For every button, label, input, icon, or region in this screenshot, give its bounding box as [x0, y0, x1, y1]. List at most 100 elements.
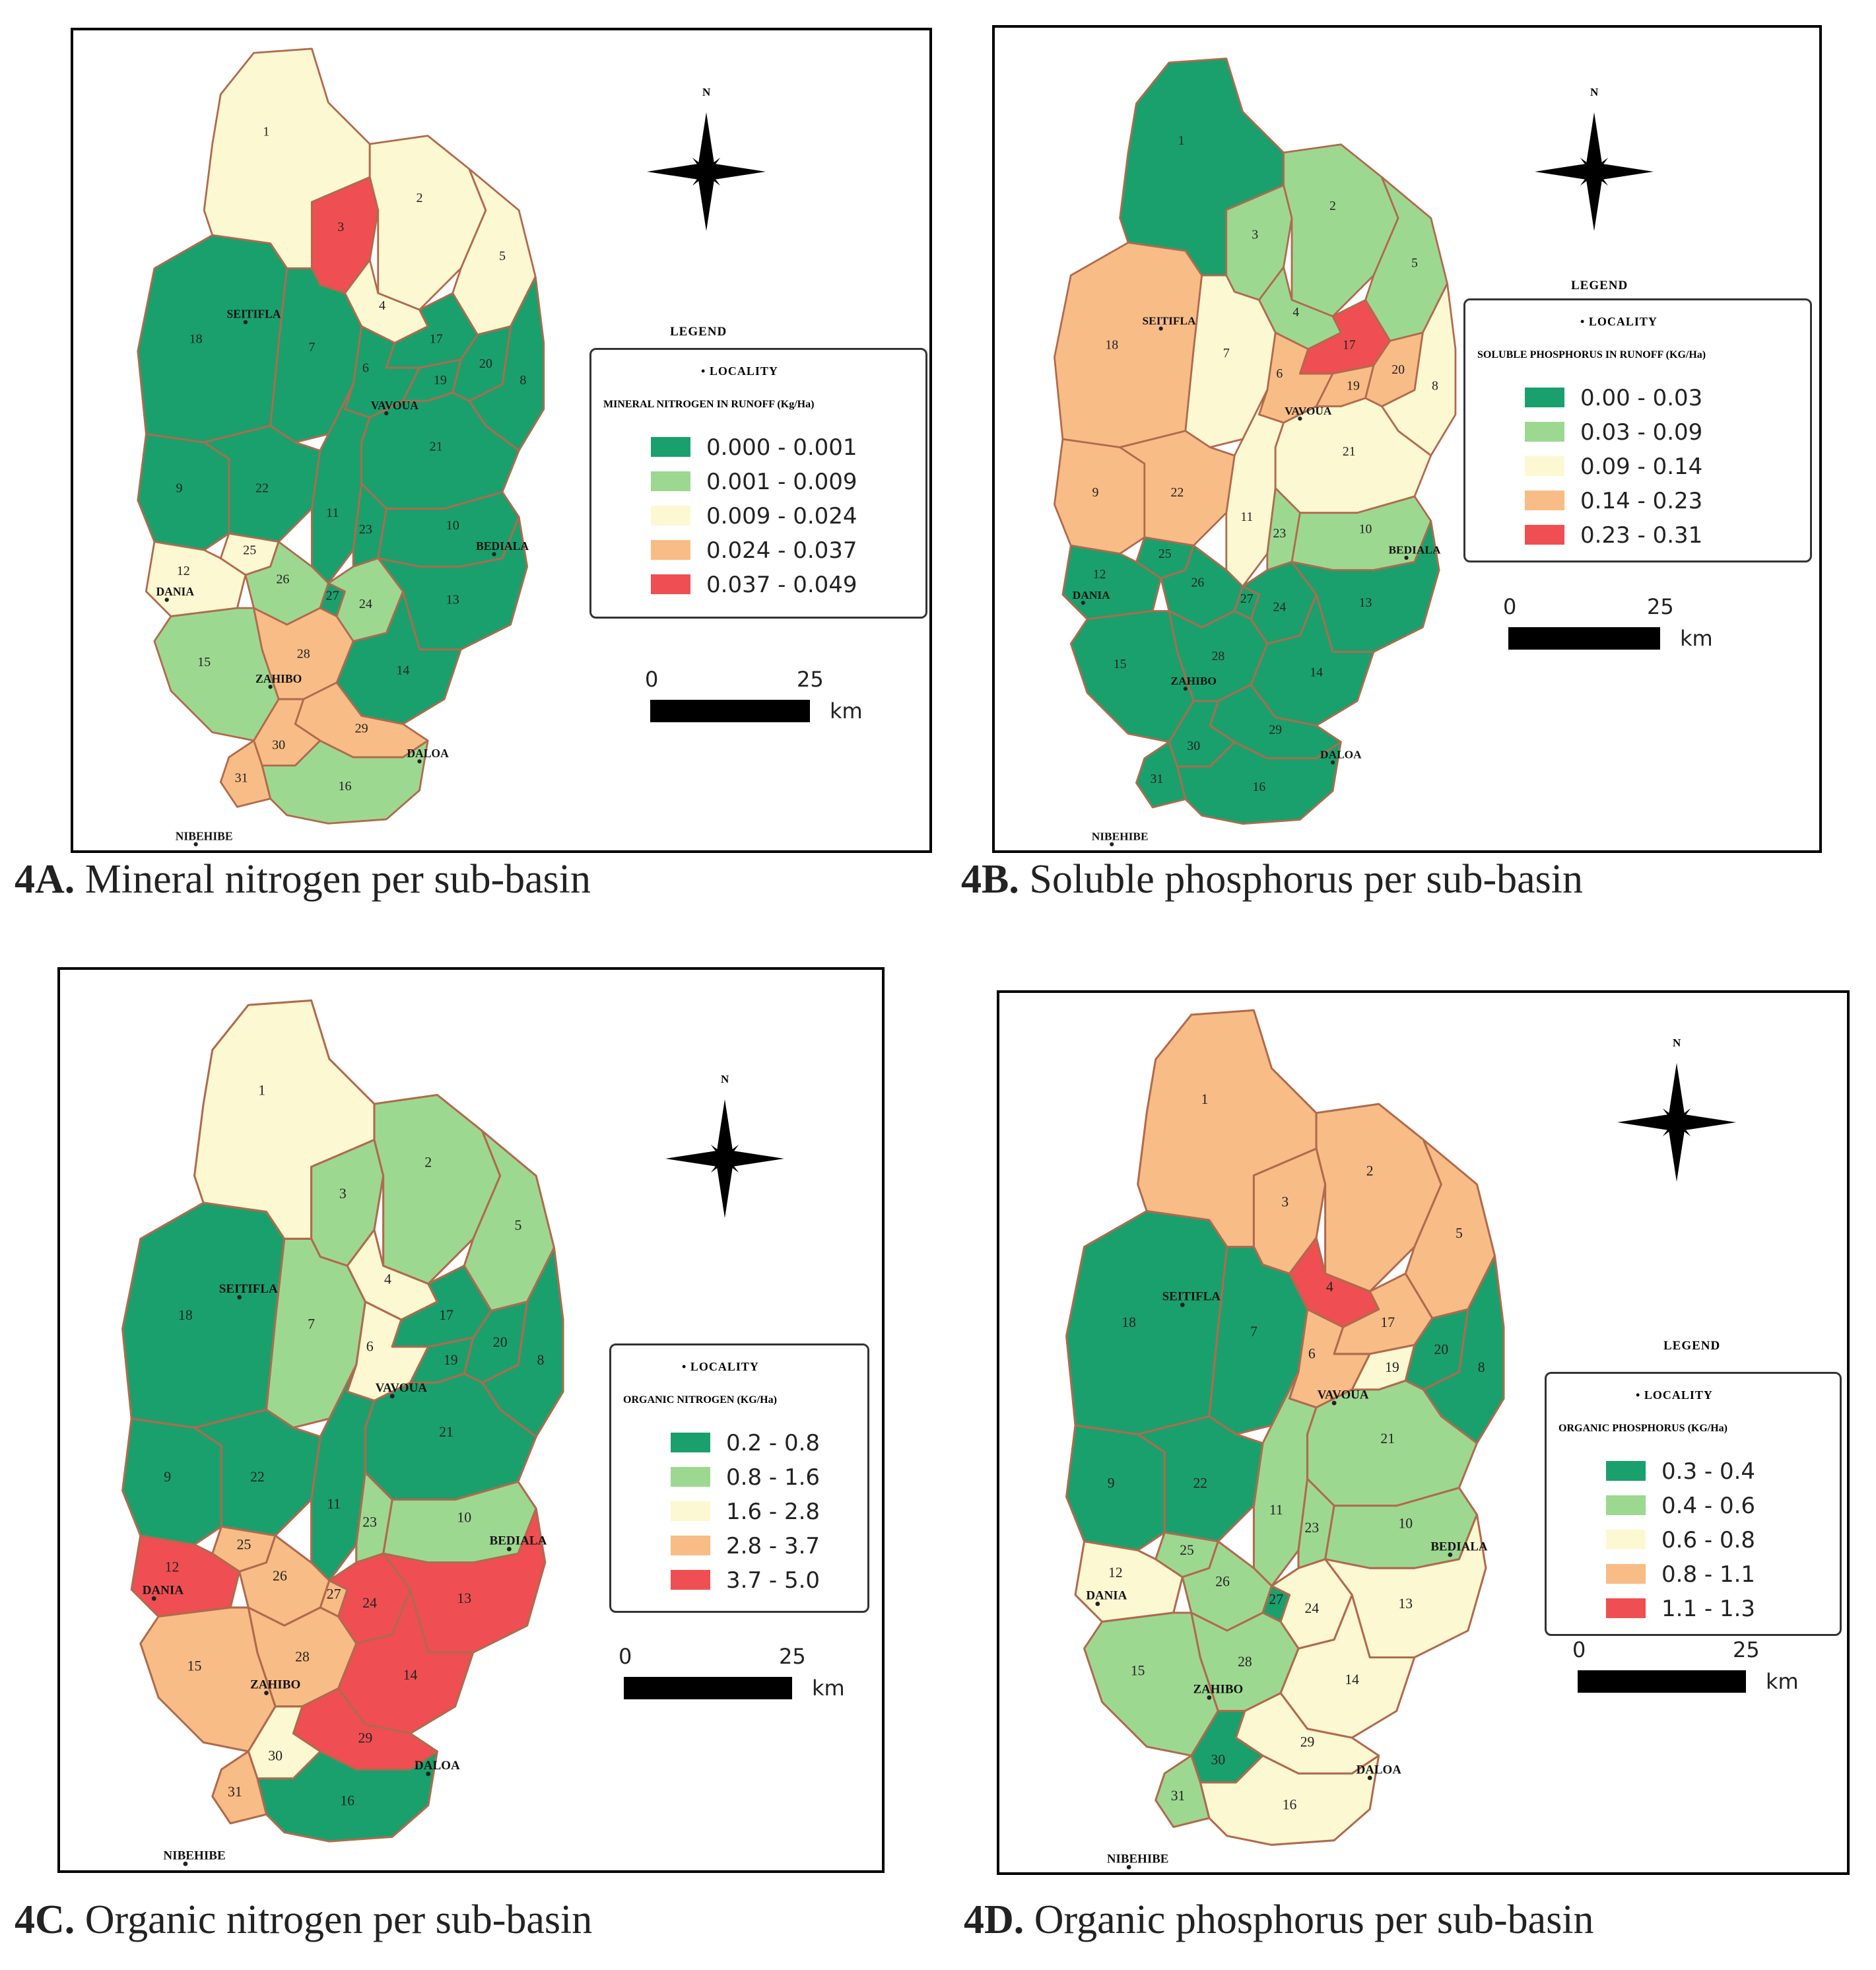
- subbasin-31: [1135, 741, 1187, 809]
- legend-locality: • LOCALITY: [682, 1360, 759, 1374]
- legend-swatch: [1525, 388, 1564, 407]
- caption-text: Soluble phosphorus per sub-basin: [1019, 857, 1584, 902]
- subbasin-label: 2: [1366, 1163, 1374, 1178]
- figure-caption: 4B. Soluble phosphorus per sub-basin: [961, 856, 1583, 903]
- subbasin-label: 25: [1180, 1542, 1194, 1558]
- locality-label: NIBEHIBE: [163, 1849, 225, 1862]
- scale-bar: [1578, 1670, 1746, 1693]
- north-letter: N: [1673, 1036, 1681, 1049]
- subbasin-28: [253, 607, 354, 700]
- scale-bar: [1508, 627, 1660, 650]
- subbasin-label: 19: [1347, 379, 1360, 393]
- locality-label: BEDIALA: [1388, 544, 1441, 557]
- legend-class-label: 0.8 - 1.1: [1661, 1561, 1756, 1588]
- subbasin-label: 10: [446, 518, 459, 533]
- subbasin-label: 12: [165, 1559, 180, 1575]
- subbasin-18: [121, 1202, 286, 1429]
- subbasin-label: 30: [1187, 739, 1200, 753]
- locality-label: DALOA: [415, 1759, 460, 1773]
- caption-text: Organic phosphorus per sub-basin: [1024, 1897, 1594, 1942]
- locality-dot: [1081, 600, 1085, 605]
- legend-locality: • LOCALITY: [701, 364, 778, 378]
- subbasin-label: 14: [1345, 1672, 1359, 1687]
- subbasin-28: [1168, 610, 1269, 702]
- locality-label: ZAHIBO: [255, 672, 302, 685]
- legend-variable-title: MINERAL NITROGEN IN RUNOFF (Kg/Ha): [603, 399, 815, 410]
- subbasin-label: 15: [1114, 657, 1127, 671]
- legend-class-label: 2.8 - 3.7: [726, 1533, 821, 1559]
- subbasin-label: 1: [258, 1082, 265, 1098]
- north-letter: N: [702, 86, 711, 98]
- legend-swatch: [1606, 1530, 1646, 1549]
- locality-label: BEDIALA: [490, 1534, 547, 1548]
- subbasin-label: 30: [1211, 1752, 1226, 1768]
- subbasin-label: 20: [493, 1334, 508, 1350]
- legend-swatch: [651, 506, 690, 526]
- subbasin-label: 8: [537, 1352, 545, 1368]
- locality-dot: [1404, 555, 1409, 560]
- legend-variable-title: ORGANIC PHOSPHORUS (KG/Ha): [1558, 1423, 1728, 1434]
- subbasin-label: 27: [326, 588, 339, 603]
- figure-caption: 4C. Organic nitrogen per sub-basin: [15, 1897, 592, 1944]
- locality-dot: [237, 1295, 242, 1300]
- subbasin-12: [1074, 1540, 1184, 1623]
- north-arrow-icon: [665, 1099, 784, 1218]
- locality-dot: [1158, 326, 1163, 331]
- subbasin-label: 16: [1283, 1796, 1297, 1812]
- subbasin-31: [211, 1750, 268, 1825]
- subbasin-label: 3: [337, 220, 344, 234]
- locality-label: NIBEHIBE: [1107, 1852, 1169, 1866]
- subbasin-label: 7: [1223, 346, 1230, 360]
- subbasin-label: 21: [439, 1424, 453, 1440]
- subbasin-label: 6: [1276, 366, 1283, 381]
- legend-swatch: [671, 1536, 710, 1555]
- subbasin-label: 31: [1151, 772, 1164, 786]
- subbasin-label: 22: [255, 481, 269, 495]
- legend-heading: LEGEND: [1571, 279, 1628, 292]
- locality-dot: [492, 552, 496, 557]
- caption-id: 4A.: [15, 857, 75, 902]
- scale-end-label: 25: [1733, 1637, 1760, 1662]
- watershed-map: 1234567891011121314151617181920212223242…: [1065, 1009, 1505, 1870]
- legend-class-label: 1.1 - 1.3: [1661, 1596, 1756, 1622]
- subbasin-label: 31: [235, 771, 248, 786]
- subbasin-label: 6: [362, 360, 369, 375]
- locality-dot: [1331, 1400, 1337, 1406]
- subbasin-12: [145, 541, 247, 617]
- subbasin-22: [1119, 430, 1236, 547]
- legend-swatch: [1606, 1598, 1646, 1618]
- locality-label: VAVOUA: [371, 399, 419, 412]
- legend-class-label: 0.23 - 0.31: [1580, 522, 1703, 549]
- subbasin-label: 16: [1252, 780, 1265, 794]
- subbasin-label: 7: [308, 1316, 315, 1332]
- subbasin-30: [1190, 1710, 1264, 1784]
- locality-label: ZAHIBO: [1171, 675, 1217, 687]
- subbasin-label: 26: [276, 572, 289, 586]
- locality-label: VAVOUA: [1318, 1388, 1369, 1402]
- subbasin-label: 6: [366, 1339, 374, 1355]
- subbasin-30: [253, 698, 321, 766]
- legend-swatch: [671, 1467, 710, 1487]
- legend-class-label: 0.00 - 0.03: [1580, 385, 1703, 411]
- subbasin-label: 13: [1359, 595, 1372, 610]
- subbasin-label: 26: [1215, 1573, 1230, 1589]
- locality-dot: [183, 1861, 188, 1866]
- locality-dot: [426, 1771, 431, 1777]
- north-arrow-icon: [1617, 1063, 1736, 1182]
- locality-label: ZAHIBO: [250, 1678, 300, 1692]
- subbasin-label: 30: [268, 1748, 283, 1764]
- subbasin-label: 5: [1411, 256, 1418, 271]
- subbasin-31: [219, 739, 272, 808]
- scale-start-label: 0: [645, 667, 659, 692]
- subbasin-label: 10: [457, 1510, 471, 1526]
- subbasin-label: 25: [1158, 547, 1172, 561]
- subbasin-label: 11: [1269, 1502, 1283, 1518]
- subbasin-30: [247, 1705, 321, 1780]
- subbasin-label: 4: [379, 298, 385, 313]
- subbasin-label: 26: [1191, 575, 1204, 590]
- subbasin-label: 11: [327, 1496, 341, 1512]
- legend-swatch: [1525, 491, 1564, 510]
- caption-id: 4C.: [15, 1897, 75, 1942]
- subbasin-label: 19: [1385, 1359, 1399, 1375]
- subbasin-label: 9: [1108, 1476, 1115, 1491]
